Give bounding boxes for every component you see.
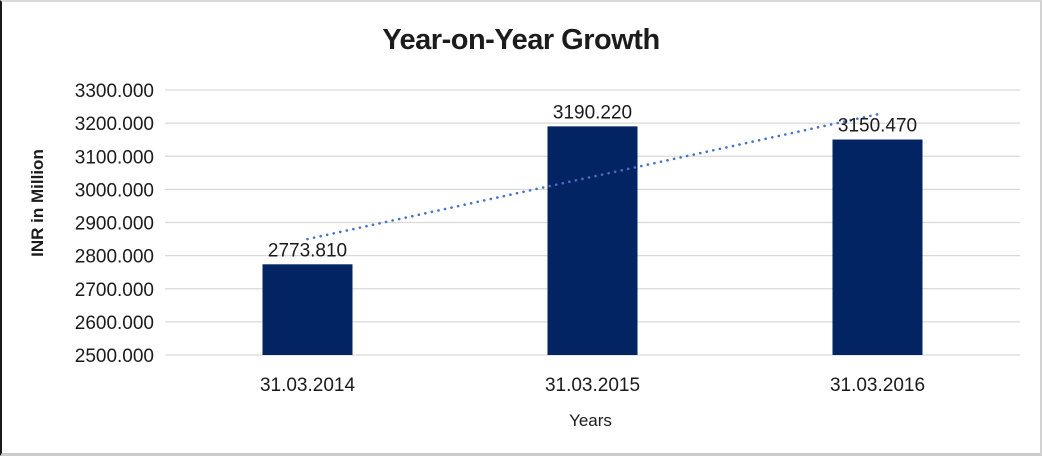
- y-tick-label: 3200.000: [75, 114, 154, 135]
- y-tick-label: 2900.000: [75, 214, 154, 235]
- x-tick-label: 31.03.2015: [545, 375, 640, 396]
- bar-data-label: 3150.470: [838, 116, 917, 137]
- bar: [262, 264, 353, 355]
- y-tick-label: 2500.000: [75, 346, 154, 367]
- bar: [832, 139, 923, 355]
- x-tick-label: 31.03.2016: [830, 375, 925, 396]
- chart-title: Year-on-Year Growth: [382, 24, 660, 56]
- bar-data-label: 2773.810: [268, 240, 347, 261]
- bar: [547, 126, 638, 355]
- x-axis-title: Years: [569, 411, 612, 430]
- y-tick-label: 2800.000: [75, 247, 154, 268]
- y-tick-label: 2600.000: [75, 313, 154, 334]
- x-tick-label: 31.03.2014: [260, 375, 356, 396]
- y-tick-label: 2700.000: [75, 280, 154, 301]
- y-tick-label: 3300.000: [75, 81, 154, 102]
- y-axis-title: INR in Million: [28, 149, 47, 257]
- y-tick-label: 3100.000: [75, 147, 154, 168]
- bar-data-label: 3190.220: [553, 102, 632, 123]
- y-tick-label: 3000.000: [75, 180, 154, 201]
